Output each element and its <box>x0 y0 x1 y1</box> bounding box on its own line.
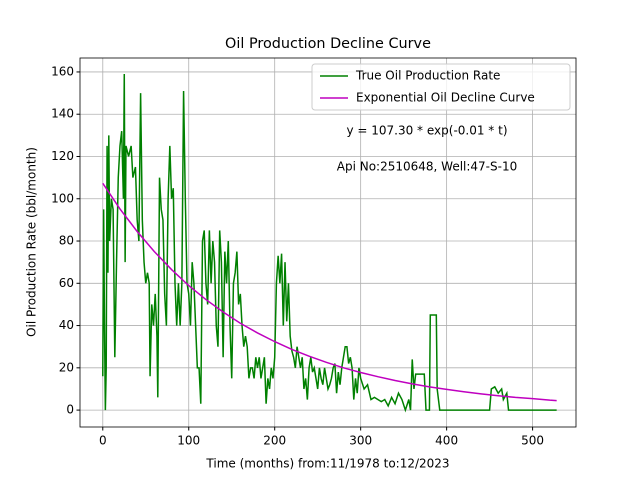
x-tick-label: 200 <box>263 434 286 448</box>
annotation: y = 107.30 * exp(-0.01 * t) <box>346 124 507 138</box>
y-tick-label: 40 <box>59 318 74 332</box>
line-series <box>102 74 557 413</box>
y-tick-label: 120 <box>51 149 74 163</box>
y-tick-label: 140 <box>51 107 74 121</box>
y-axis-label: Oil Production Rate (bbl/month) <box>25 147 39 337</box>
x-axis-label: Time (months) from:11/1978 to:12/2023 <box>205 457 449 471</box>
x-tick-label: 500 <box>521 434 544 448</box>
legend-box <box>311 63 571 111</box>
y-tick-label: 0 <box>66 403 74 417</box>
legend-label: True Oil Production Rate <box>355 69 500 83</box>
x-tick-label: 100 <box>177 434 200 448</box>
y-tick-label: 100 <box>51 191 74 205</box>
x-tick-label: 400 <box>435 434 458 448</box>
legend-label: Exponential Oil Decline Curve <box>356 91 535 105</box>
y-tick-label: 20 <box>59 360 74 374</box>
axes-frame <box>79 57 577 428</box>
chart-title: Oil Production Decline Curve <box>225 36 431 52</box>
y-tick-label: 60 <box>59 276 74 290</box>
x-tick-label: 300 <box>349 434 372 448</box>
y-tick-label: 160 <box>51 64 74 78</box>
annotation: Api No:2510648, Well:47-S-10 <box>337 160 517 174</box>
x-tick-label: 0 <box>99 434 107 448</box>
line-series <box>102 182 557 402</box>
y-tick-label: 80 <box>59 234 74 248</box>
